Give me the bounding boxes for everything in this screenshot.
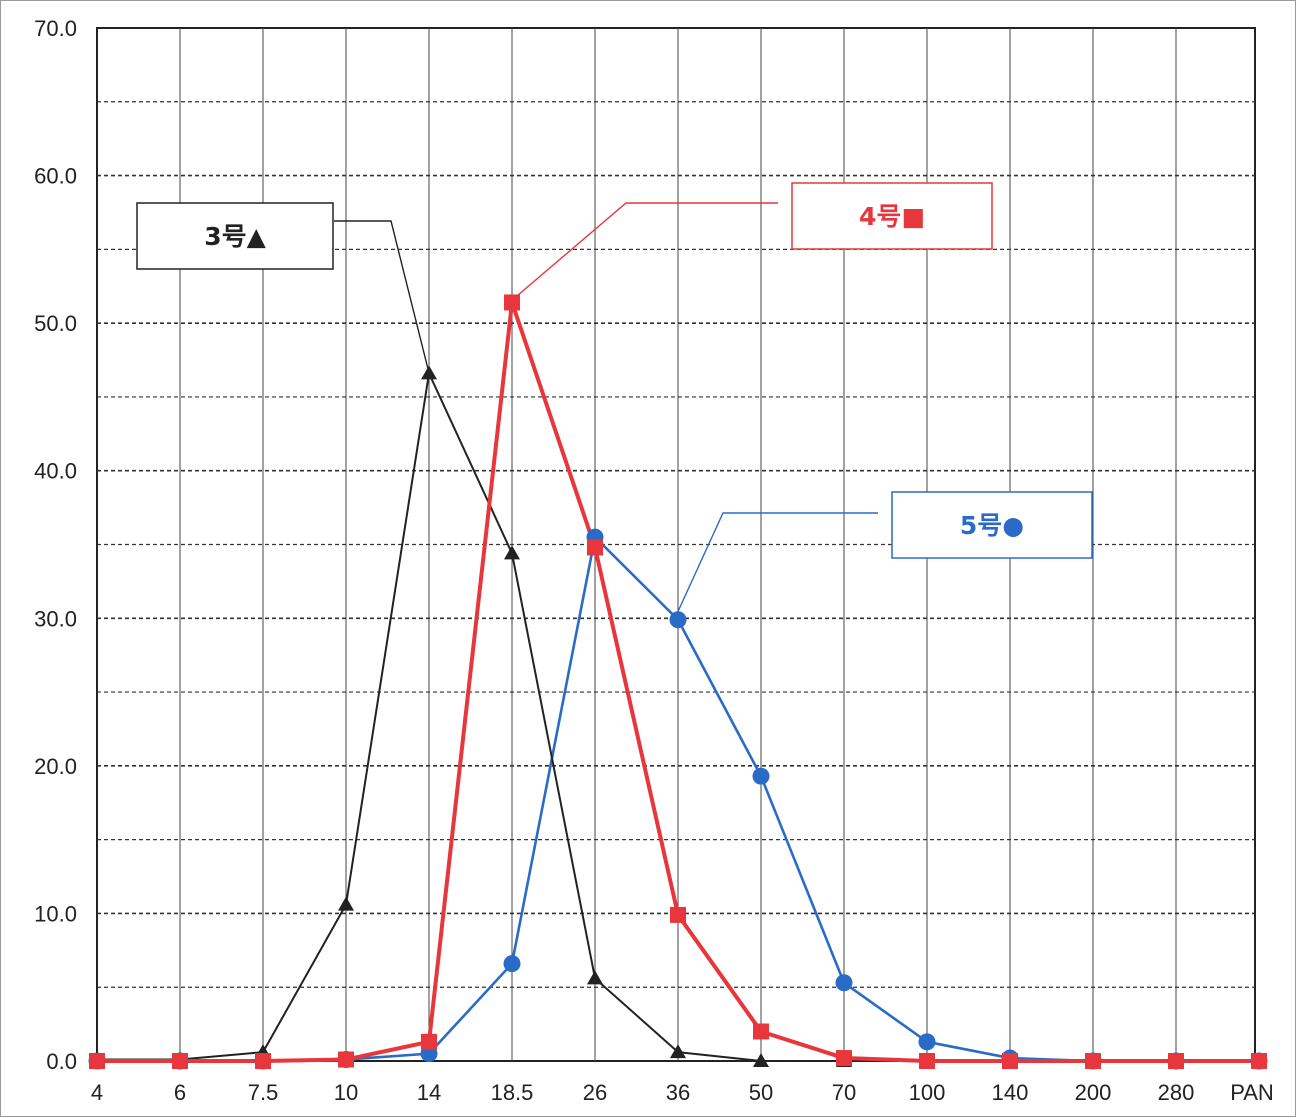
x-tick-label: 7.5 [248,1080,279,1105]
x-tick-label: 100 [909,1080,946,1105]
legend-label: 5号● [960,511,1024,540]
data-point-circle [669,611,687,629]
y-axis-ticks: 0.0 10.0 20.0 30.0 40.0 50.0 60.0 70.0 [34,16,77,1074]
data-point-circle [835,974,853,992]
x-tick-label: 200 [1075,1080,1112,1105]
legend-leader-line [510,202,778,302]
data-point-triangle [504,545,520,560]
x-tick-label: 4 [91,1080,103,1105]
legend-leader-line [674,512,878,619]
data-point-circle [752,767,770,785]
data-point-square [172,1053,188,1069]
data-point-square [504,294,520,311]
data-point-square [421,1033,437,1050]
data-point-square [255,1053,271,1069]
data-point-square [338,1051,354,1068]
data-point-square [1251,1053,1267,1069]
data-point-square [89,1053,105,1069]
legend-box [891,491,1093,559]
x-tick-label: 70 [832,1080,856,1105]
y-tick-label: 40.0 [34,459,77,484]
y-tick-label: 60.0 [34,164,77,189]
x-tick-label: 50 [749,1080,773,1105]
x-tick-label: PAN [1230,1080,1274,1105]
data-point-triangle [670,1044,686,1059]
data-point-triangle [587,970,603,985]
data-point-triangle [338,896,354,911]
x-tick-label: 18.5 [491,1080,534,1105]
legend-box [136,202,334,270]
y-tick-label: 70.0 [34,16,77,41]
legend-callouts: 3号▲ 4号■ 5号● [136,182,1093,619]
legend-leader-line [334,220,430,374]
x-axis-ticks: 4 6 7.5 10 14 18.5 26 36 50 70 100 140 200 280 PAN [91,1080,1274,1105]
data-point-square [670,906,686,923]
legend-box [791,182,993,250]
x-tick-label: 36 [666,1080,690,1105]
data-point-square [753,1023,769,1040]
y-tick-label: 20.0 [34,754,77,779]
x-tick-label: 6 [174,1080,186,1105]
legend-label: 3号▲ [204,222,266,251]
legend-label: 4号■ [859,202,925,231]
y-tick-label: 30.0 [34,606,77,631]
x-tick-label: 26 [583,1080,607,1105]
data-point-square [836,1050,852,1067]
data-point-square [1002,1053,1018,1069]
data-point-triangle [753,1053,769,1067]
data-point-square [1168,1053,1184,1069]
data-point-square [587,539,603,556]
x-tick-label: 14 [417,1080,441,1105]
x-tick-label: 140 [992,1080,1029,1105]
data-point-square [1085,1053,1101,1069]
x-tick-label: 280 [1158,1080,1195,1105]
y-tick-label: 10.0 [34,901,77,926]
y-tick-label: 50.0 [34,311,77,336]
data-point-square [919,1053,935,1069]
data-point-circle [503,955,521,973]
series-group [88,294,1268,1070]
x-tick-label: 10 [334,1080,358,1105]
data-point-circle [918,1033,936,1051]
y-tick-label: 0.0 [46,1049,77,1074]
